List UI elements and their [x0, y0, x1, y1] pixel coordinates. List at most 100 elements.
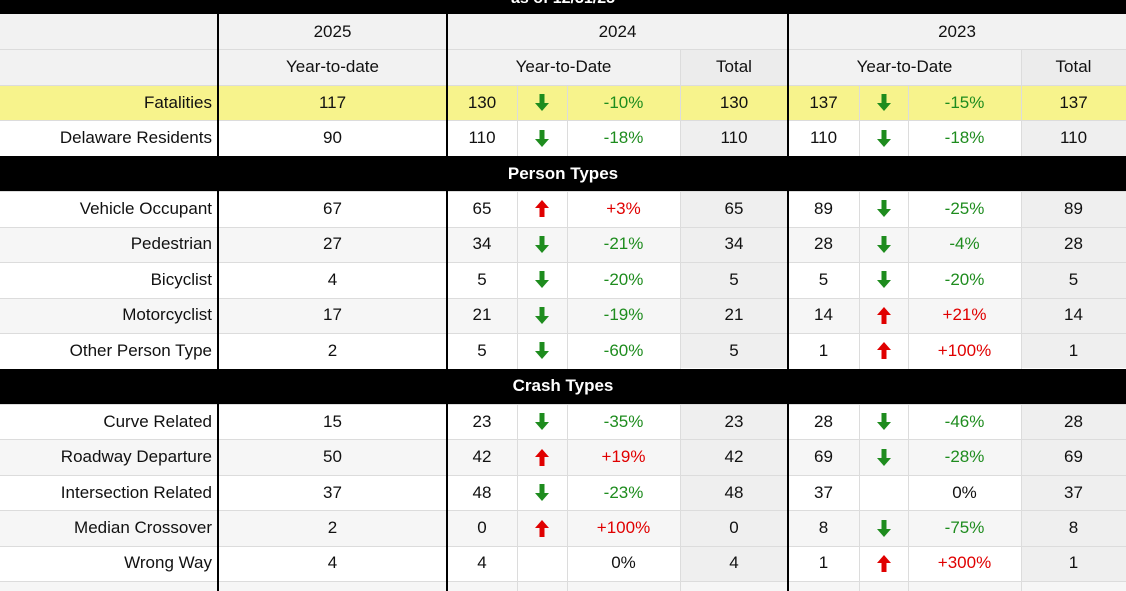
value-ytd: 21 [447, 297, 517, 334]
value-2025: 37 [218, 474, 447, 511]
trend-cell [859, 120, 908, 156]
row-bg [0, 581, 1126, 591]
sub-header: Total [1021, 49, 1126, 85]
trend-arrow [876, 306, 891, 324]
percent-change: -25% [908, 191, 1021, 227]
column-divider [517, 84, 518, 591]
column-divider [680, 49, 681, 85]
value-total: 69 [1021, 439, 1126, 475]
percent-change: -23% [567, 474, 680, 511]
percent-change: -19% [567, 297, 680, 334]
column-divider [567, 84, 568, 591]
trend-cell [859, 403, 908, 440]
value-total: 1 [1021, 333, 1126, 369]
percent-change: 0% [567, 545, 680, 582]
value-total: 0 [680, 510, 788, 546]
value-ytd: 14 [788, 297, 859, 334]
sub-header: Year-to-Date [447, 49, 680, 85]
trend-arrow [876, 342, 891, 360]
trend-arrow [535, 306, 549, 324]
value-total: 89 [1021, 191, 1126, 227]
trend-cell [517, 297, 567, 334]
value-ytd: 1 [788, 333, 859, 369]
value-total: 21 [680, 297, 788, 334]
percent-change: +21% [908, 297, 1021, 334]
row-label: Other Person Type [0, 333, 218, 369]
row-divider [0, 581, 1126, 582]
value-total: 65 [680, 191, 788, 227]
value-ytd: 65 [447, 191, 517, 227]
trend-cell [517, 510, 567, 546]
trend-arrow [535, 342, 549, 360]
value-total: 5 [680, 333, 788, 369]
row-label: Curve Related [0, 403, 218, 440]
trend-arrow [535, 235, 549, 253]
percent-change: +3% [567, 191, 680, 227]
row-label: Delaware Residents [0, 120, 218, 156]
trend-arrow [535, 448, 549, 466]
row-divider [0, 404, 1126, 405]
trend-arrow [535, 129, 549, 147]
trend-cell [859, 510, 908, 546]
section-header: Person Types [0, 155, 1126, 192]
value-total: 130 [680, 84, 788, 121]
row-divider [0, 298, 1126, 299]
row-label: Bicyclist [0, 262, 218, 298]
value-ytd: 48 [447, 474, 517, 511]
year-header: 2024 [447, 14, 788, 50]
trend-cell [859, 333, 908, 369]
value-ytd: 89 [788, 191, 859, 227]
trend-arrow [876, 271, 891, 289]
trend-arrow [535, 484, 549, 502]
trend-arrow [876, 448, 891, 466]
value-total: 110 [1021, 120, 1126, 156]
trend-arrow [876, 129, 891, 147]
value-total: 14 [1021, 297, 1126, 334]
value-2025: 15 [218, 403, 447, 440]
value-2025: 27 [218, 226, 447, 263]
sub-header: Year-to-Date [788, 49, 1021, 85]
trend-cell [859, 545, 908, 582]
row-divider [0, 333, 1126, 334]
row-label: Median Crossover [0, 510, 218, 546]
row-divider [0, 191, 1126, 192]
value-2025: 4 [218, 262, 447, 298]
value-ytd: 34 [447, 226, 517, 263]
value-ytd: 5 [447, 333, 517, 369]
value-2025: 50 [218, 439, 447, 475]
value-ytd: 110 [788, 120, 859, 156]
percent-change: 0% [908, 474, 1021, 511]
percent-change: -60% [567, 333, 680, 369]
trend-arrow [535, 94, 549, 112]
value-ytd: 0 [447, 510, 517, 546]
row-label: Motorcyclist [0, 297, 218, 334]
row-divider [0, 475, 1126, 476]
value-total: 28 [1021, 403, 1126, 440]
trend-cell [517, 474, 567, 511]
value-total: 37 [1021, 474, 1126, 511]
row-divider [0, 85, 1126, 86]
value-2025: 2 [218, 333, 447, 369]
value-total: 137 [1021, 84, 1126, 121]
percent-change: -10% [567, 84, 680, 121]
value-ytd: 8 [788, 510, 859, 546]
trend-cell [517, 439, 567, 475]
percent-change: -15% [908, 84, 1021, 121]
value-ytd: 37 [788, 474, 859, 511]
row-divider [0, 439, 1126, 440]
trend-cell [859, 262, 908, 298]
value-2025: 2 [218, 510, 447, 546]
percent-change: +19% [567, 439, 680, 475]
header-bg [0, 49, 218, 85]
row-label: Pedestrian [0, 226, 218, 263]
column-divider [908, 84, 909, 591]
percent-change: -28% [908, 439, 1021, 475]
trend-arrow [535, 413, 549, 431]
value-ytd: 23 [447, 403, 517, 440]
row-label: Vehicle Occupant [0, 191, 218, 227]
trend-arrow [876, 413, 891, 431]
percent-change: -46% [908, 403, 1021, 440]
top-band: as of 12/31/25 [0, 0, 1126, 14]
trend-cell [859, 84, 908, 121]
